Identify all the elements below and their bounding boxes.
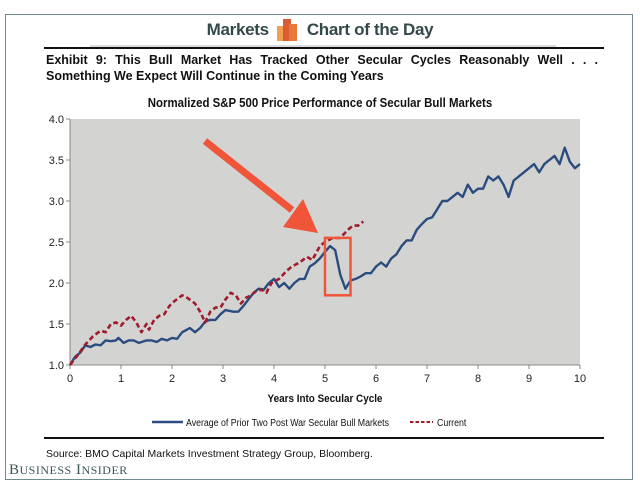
x-axis-label: Years Into Secular Cycle: [268, 394, 383, 406]
x-tick-label: 8: [475, 373, 481, 385]
y-tick-label: 4.0: [49, 114, 64, 126]
legend: Average of Prior Two Post War Secular Bu…: [152, 416, 467, 428]
exhibit-caption: Exhibit 9: This Bull Market Has Tracked …: [46, 52, 598, 84]
legend-label-current: Current: [437, 416, 467, 428]
y-tick-label: 2.0: [49, 278, 64, 290]
y-tick-label: 3.0: [49, 196, 64, 208]
y-tick-label: 3.5: [49, 155, 64, 167]
logo-nsider: NSIDER: [81, 463, 128, 477]
x-tick-label: 9: [526, 373, 532, 385]
header-chart-of-day-label: Chart of the Day: [306, 20, 434, 39]
x-tick-label: 2: [169, 373, 175, 385]
y-tick-label: 1.5: [49, 319, 64, 331]
source-note: Source: BMO Capital Markets Investment S…: [46, 448, 373, 460]
legend-label-average: Average of Prior Two Post War Secular Bu…: [186, 416, 389, 428]
logo-i: I: [75, 462, 82, 478]
x-tick-label: 6: [373, 373, 379, 385]
exhibit-line-2: Something We Expect Will Continue in the…: [46, 69, 384, 83]
x-tick-label: 4: [271, 373, 277, 385]
arrow-head: [283, 199, 318, 233]
y-tick-label: 2.5: [49, 237, 64, 249]
header-divider: [90, 45, 556, 47]
logo-b: B: [9, 462, 20, 478]
header: Markets Chart of the Day: [0, 18, 640, 42]
x-tick-label: 7: [424, 373, 430, 385]
x-tick-label: 10: [574, 373, 586, 385]
x-tick-label: 0: [67, 373, 73, 385]
bar-chart-icon: [276, 19, 299, 41]
bottom-rule: [44, 437, 604, 439]
x-tick-label: 3: [220, 373, 226, 385]
top-rule: [44, 47, 604, 49]
y-tick-label: 1.0: [49, 360, 64, 372]
header-markets-label: Markets: [206, 20, 269, 39]
series-line-average: [68, 146, 581, 366]
exhibit-line-1: Exhibit 9: This Bull Market Has Tracked …: [46, 53, 598, 67]
chart-title: Normalized S&P 500 Price Performance of …: [147, 95, 493, 110]
x-tick-label: 5: [322, 373, 328, 385]
x-tick-label: 1: [118, 373, 124, 385]
arrow-shaft: [202, 138, 295, 213]
series-line-current: [68, 220, 365, 366]
highlight-box: [323, 236, 352, 297]
business-insider-logo: BUSINESS INSIDER: [9, 462, 128, 479]
logo-usiness: USINESS: [19, 463, 72, 477]
